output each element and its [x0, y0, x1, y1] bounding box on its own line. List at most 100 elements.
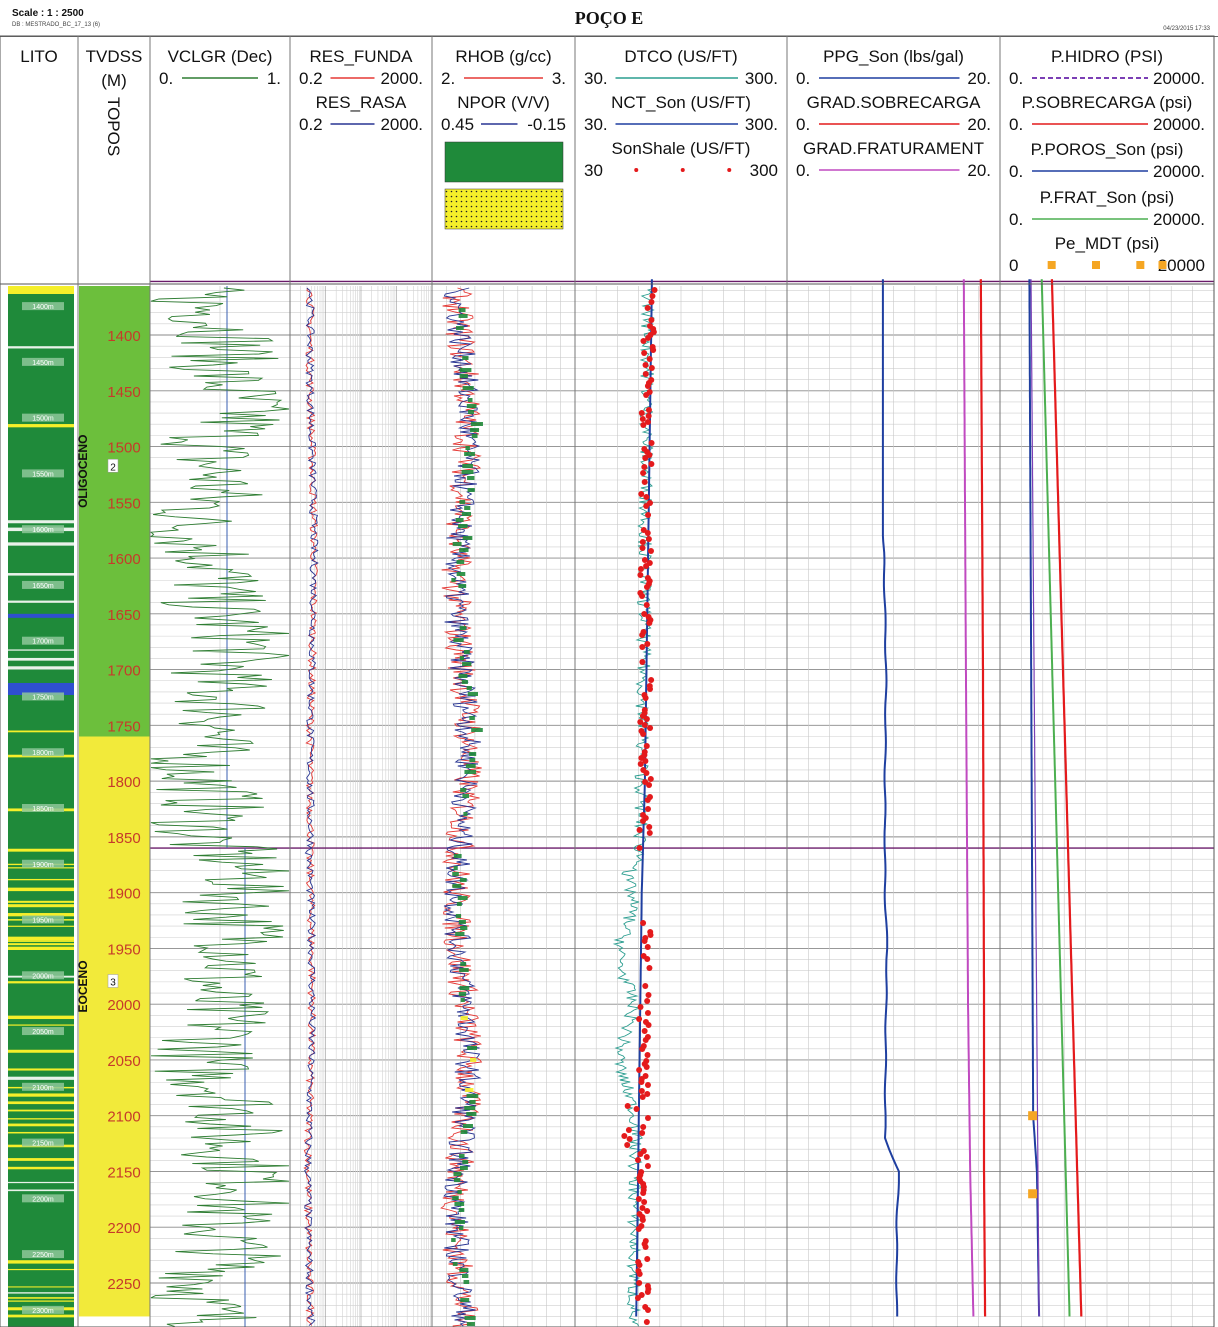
lito-depth-label: 2150m	[32, 1141, 54, 1148]
sonshale-point	[633, 1106, 640, 1112]
crossover-fill	[466, 1094, 479, 1098]
curve-max-label: 300.	[745, 115, 778, 134]
crossover-fill	[464, 1106, 476, 1110]
crossover-fill	[454, 1202, 465, 1206]
formation-number-box	[107, 974, 119, 988]
lito-stripe	[8, 520, 74, 524]
sonshale-point	[640, 1190, 647, 1196]
sonshale-point	[648, 365, 655, 371]
curve-min-label: 0.	[1009, 210, 1023, 229]
lito-depth-label: 1950m	[32, 918, 54, 925]
crossover-fill	[458, 584, 467, 588]
sonshale-point	[638, 491, 645, 497]
crossover-fill	[460, 1130, 468, 1134]
sonshale-point	[638, 410, 645, 416]
crossover-fill	[466, 1112, 477, 1116]
crossover-fill	[460, 1016, 468, 1020]
lito-depth-label: 1700m	[32, 639, 54, 646]
formation-number: 3	[110, 977, 116, 988]
crossover-fill	[461, 470, 474, 474]
lito-label-bg	[22, 804, 64, 812]
lito-stripe	[8, 940, 74, 942]
p-sobrecarga-curve	[1050, 279, 1083, 1317]
lito-stripe	[8, 573, 74, 576]
crossover-fill	[466, 686, 472, 690]
sonshale-point	[642, 1037, 649, 1043]
lito-stripe	[8, 900, 74, 903]
legend-marker	[727, 168, 732, 172]
crossover-fill	[460, 998, 465, 1002]
crossover-fill	[459, 548, 469, 552]
crossover-fill	[471, 422, 483, 426]
crossover-fill	[452, 1262, 458, 1266]
lito-stripe	[8, 542, 74, 546]
sonshale-point	[641, 464, 648, 470]
crossover-fill	[460, 1298, 470, 1302]
depth-tick-label: 1650	[107, 607, 140, 624]
curve-max-label: 20000.	[1153, 69, 1205, 88]
lito-label-bg	[22, 748, 64, 757]
curve-name: P.HIDRO (PSI)	[1051, 47, 1163, 66]
sonshale-point	[643, 1154, 650, 1160]
sonshale-point	[636, 845, 643, 851]
crossover-fill	[451, 578, 456, 582]
curve-max-label: 1.	[267, 69, 281, 88]
sonshale-point	[638, 1088, 645, 1094]
lito-stripe	[8, 649, 74, 651]
curve-name: P.POROS_Son (psi)	[1031, 140, 1184, 159]
legend-swatch-sand	[444, 188, 564, 230]
lito-stripe	[8, 1076, 74, 1080]
depth-tick-label: 2200	[107, 1220, 140, 1237]
sonshale-point	[644, 1052, 651, 1058]
crossover-fill	[465, 446, 470, 450]
lito-stripe	[8, 613, 74, 618]
lito-stripe	[8, 1189, 74, 1192]
sonshale-point	[644, 797, 651, 803]
database-label: DB : MESTRADO_BC_17_13 (6)	[12, 22, 101, 28]
sonshale-point	[644, 998, 651, 1004]
grad-fraturament-curve	[962, 279, 975, 1317]
lito-depth-label: 1650m	[32, 583, 54, 590]
depth-tick-label: 2050	[107, 1053, 140, 1070]
lito-depth-label: 2250m	[32, 1252, 54, 1259]
sonshale-point	[641, 557, 648, 563]
crossover-fill	[459, 656, 465, 660]
crossover-fill	[451, 1238, 456, 1242]
sonshale-point	[642, 362, 649, 368]
legend-marker	[1136, 261, 1145, 269]
sonshale-point	[641, 350, 648, 356]
lito-stripe	[8, 286, 74, 294]
curve-max-label: 20000	[1158, 256, 1205, 275]
lito-stripe	[8, 1166, 74, 1170]
sonshale-point	[644, 383, 651, 389]
curve-min-label: 0.	[796, 161, 810, 180]
legend-swatch-shale	[444, 141, 564, 183]
lito-stripe	[8, 730, 74, 733]
lito-stripe	[8, 1158, 74, 1161]
lito-depth-label: 1600m	[32, 527, 54, 534]
sonshale-point	[641, 611, 648, 617]
lito-depth-label: 2100m	[32, 1085, 54, 1092]
curve-max-label: 20000.	[1153, 210, 1205, 229]
crossover-fill	[454, 1178, 461, 1182]
lito-stripe	[8, 848, 74, 852]
crossover-fill	[452, 1196, 459, 1200]
curve-max-label: 300.	[745, 69, 778, 88]
sonshale-point	[639, 659, 646, 665]
lito-label-bg	[22, 971, 64, 980]
crossover-fill	[460, 962, 467, 966]
lito-stripe	[8, 1024, 74, 1026]
sonshale-point	[637, 1004, 644, 1010]
curve-min-label: 0	[1009, 256, 1018, 275]
sonshale-point	[647, 725, 654, 731]
sonshale-point	[644, 305, 651, 311]
curve-name: RHOB (g/cc)	[455, 47, 551, 66]
curve-max-label: 20.	[967, 115, 991, 134]
lito-label-bg	[22, 1082, 64, 1091]
sonshale-point	[643, 1319, 650, 1325]
sonshale-point	[635, 1157, 642, 1163]
sonshale-point	[636, 1280, 643, 1286]
lito-stripe	[8, 657, 74, 661]
lito-stripe	[8, 925, 74, 927]
curve-max-label: 300	[750, 161, 778, 180]
